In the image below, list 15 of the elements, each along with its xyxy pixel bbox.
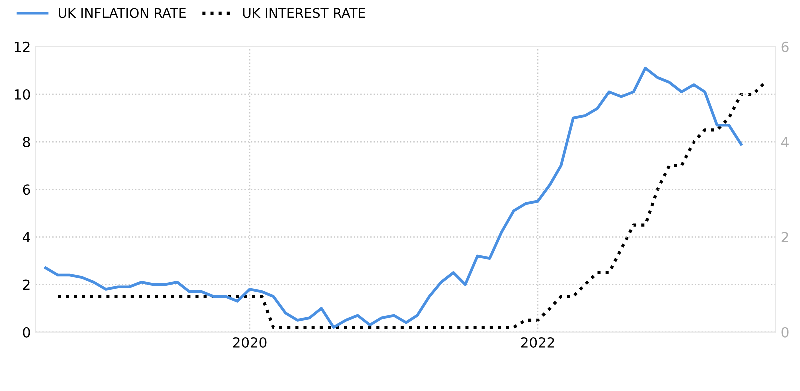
y2-tick-label: 6 <box>782 42 789 52</box>
y-tick-label: 6 <box>23 184 30 196</box>
legend-label: UK INTEREST RATE <box>243 8 366 18</box>
y-tick-label: 8 <box>23 137 30 148</box>
y-tick-label: 10 <box>14 89 30 100</box>
legend-label: UK INFLATION RATE <box>59 8 186 18</box>
y2-tick-label: 4 <box>782 137 789 148</box>
x-tick-label: 2020 <box>233 337 267 348</box>
x-tick-label: 2022 <box>521 337 554 348</box>
y-tick-label: 4 <box>22 232 30 242</box>
y-tick-label: 0 <box>23 327 30 338</box>
y-tick-label: 12 <box>14 42 30 52</box>
y2-tick-label: 2 <box>782 232 788 242</box>
y-tick-label: 2 <box>23 280 30 290</box>
y2-tick-label: 0 <box>782 327 789 338</box>
